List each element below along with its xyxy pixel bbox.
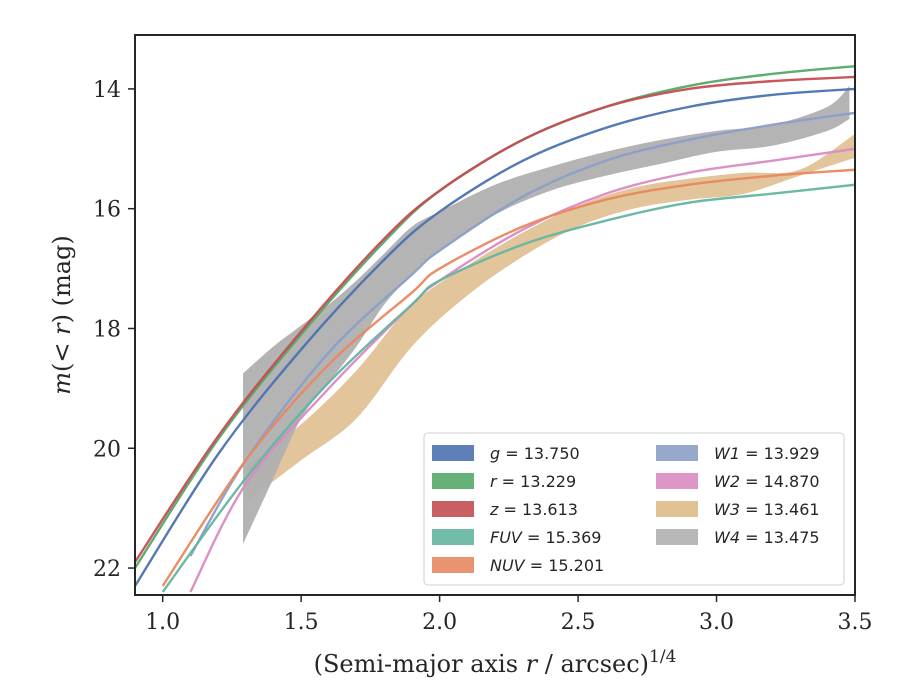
- legend-swatch-r: [432, 473, 474, 489]
- legend-swatch-w1: [656, 445, 698, 461]
- legend-swatch-fuv: [432, 529, 474, 545]
- x-tick-label: 1.5: [284, 610, 319, 635]
- y-tick-label: 14: [93, 78, 121, 103]
- legend: g = 13.750 r = 13.229 z = 13.613 FUV = 15.3…: [423, 432, 845, 586]
- x-tick-label: 3.0: [699, 610, 734, 635]
- y-tick-label: 20: [93, 437, 121, 462]
- x-tick-label: 2.0: [422, 610, 457, 635]
- legend-label-w1: W1 = 13.929: [714, 444, 820, 463]
- series-band-w4: [243, 85, 850, 545]
- y-tick-label: 16: [93, 198, 121, 223]
- legend-swatch-z: [432, 501, 474, 517]
- series-line-nuv: [161, 168, 855, 587]
- legend-label-z: z = 13.613: [489, 500, 578, 519]
- series-line-z: [135, 75, 855, 563]
- series-line-w2: [189, 147, 855, 593]
- y-axis-label: m(< r) (mag): [48, 235, 76, 395]
- series-line-fuv: [161, 183, 855, 593]
- legend-swatch-nuv: [432, 557, 474, 573]
- series-line-w1: [189, 111, 855, 557]
- legend-swatch-w4: [656, 529, 698, 545]
- x-tick-label: 2.5: [561, 610, 596, 635]
- legend-label-fuv: FUV = 15.369: [490, 528, 601, 547]
- legend-swatch-w3: [656, 501, 698, 517]
- legend-label-g: g = 13.750: [490, 444, 580, 463]
- x-tick-label: 3.5: [838, 610, 873, 635]
- y-tick-label: 18: [93, 317, 121, 342]
- legend-label-w2: W2 = 14.870: [714, 472, 820, 491]
- legend-label-r: r = 13.229: [490, 472, 576, 491]
- x-tick-label: 1.0: [145, 610, 180, 635]
- legend-label-w3: W3 = 13.461: [714, 500, 820, 519]
- legend-box: [423, 432, 845, 586]
- x-axis-label: (Semi-major axis r / arcsec)1/4: [314, 647, 677, 678]
- axis-ticks: 1.0 1.5 2.0 2.5 3.0 3.5 14 16 18 20 22: [93, 78, 873, 635]
- legend-swatch-g: [432, 445, 474, 461]
- y-tick-label: 22: [93, 557, 121, 582]
- axes-frame: [134, 34, 856, 596]
- plot-area: [135, 64, 855, 593]
- legend-label-nuv: NUV = 15.201: [490, 556, 604, 575]
- series-line-g: [135, 87, 855, 587]
- legend-label-w4: W4 = 13.475: [714, 528, 820, 547]
- legend-swatch-w2: [656, 473, 698, 489]
